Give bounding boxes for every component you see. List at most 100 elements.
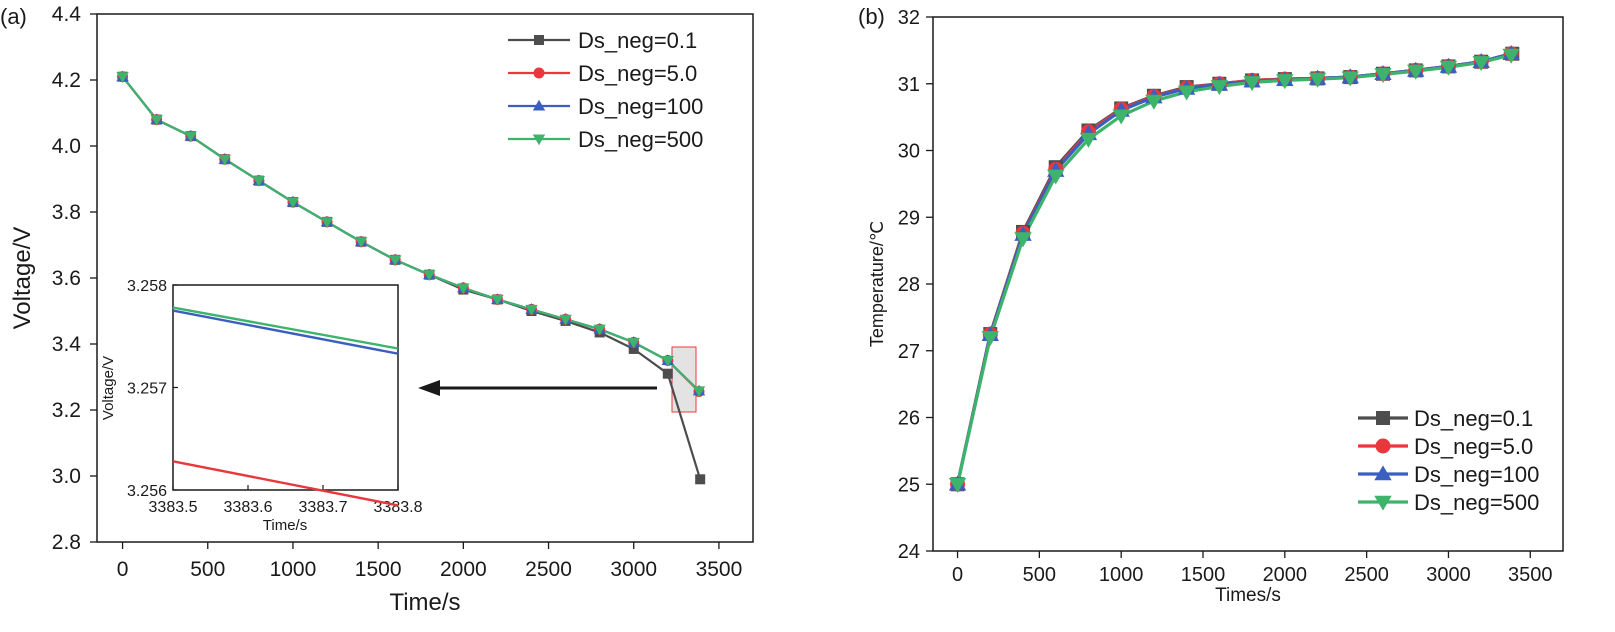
y-tick-label: 28 <box>898 274 920 296</box>
y-tick-label: 32 <box>898 7 920 29</box>
data-point-ds-neg-500 <box>593 324 606 336</box>
inset-series <box>172 306 399 507</box>
legend-label-ds-neg-500: Ds_neg=500 <box>578 127 703 152</box>
zoom-arrow-head <box>418 380 440 396</box>
inset-x-tick-label: 3383.5 <box>149 499 198 516</box>
data-point-ds-neg-500 <box>1047 169 1065 185</box>
data-point-ds-neg-500 <box>1210 80 1229 96</box>
panel-a-x-axis-label: Time/s <box>389 589 460 616</box>
y-tick-label: 24 <box>898 541 920 563</box>
legend-marker <box>532 134 546 146</box>
data-point-ds-neg-500 <box>1341 71 1359 87</box>
data-point-ds-neg-500 <box>627 337 640 349</box>
data-point-ds-neg-500 <box>388 255 402 267</box>
data-point-ds-neg-500 <box>457 283 470 295</box>
inset-y-tick-label: 3.256 <box>127 483 167 500</box>
legend-marker <box>1375 438 1391 454</box>
inset-series-line-ds-neg-500 <box>172 306 399 350</box>
panel-a-voltage-chart: (a) 0 500 1000 1500 2000 2500 3000 3500 2.8 3.0 3.… <box>0 3 754 616</box>
y-tick-label: 25 <box>898 474 920 496</box>
x-tick-label: 1000 <box>270 558 317 581</box>
x-tick-label: 1000 <box>1099 564 1144 586</box>
x-tick-label: 2500 <box>525 558 572 581</box>
data-point-ds-neg-500 <box>661 356 675 367</box>
x-tick-label: 3000 <box>610 558 657 581</box>
panel-b-series <box>948 45 1520 493</box>
panel-b-legend: Ds_neg=0.1 Ds_neg=5.0 Ds_neg=100 Ds_neg=500 <box>1358 406 1539 515</box>
data-point-ds-neg-500 <box>320 217 334 229</box>
data-point-ds-neg-500 <box>252 176 266 187</box>
x-tick-label: 1500 <box>355 558 402 581</box>
data-point-ds-neg-500 <box>559 314 572 326</box>
panel-a-series <box>116 70 706 485</box>
inset-y-axis-label: Voltage/V <box>100 356 117 420</box>
x-tick-label: 0 <box>952 564 963 586</box>
data-point-ds-neg-500 <box>1243 76 1261 92</box>
data-point-ds-neg-500 <box>1079 132 1098 148</box>
data-point-ds-neg-500 <box>184 131 197 143</box>
data-point-ds-neg-500 <box>981 331 999 347</box>
legend-marker <box>533 67 545 79</box>
data-point-ds-neg-500 <box>1112 109 1130 125</box>
legend-label-ds-neg-0-1: Ds_neg=0.1 <box>578 28 697 53</box>
data-point-ds-neg-500 <box>491 294 504 306</box>
data-point-ds-neg-500 <box>150 115 163 126</box>
x-tick-label: 3500 <box>696 558 743 581</box>
inset-series-line-ds-neg-5-0 <box>172 460 399 507</box>
legend-label-ds-neg-5-0: Ds_neg=5.0 <box>578 61 697 86</box>
legend-label-ds-neg-500: Ds_neg=500 <box>1414 490 1539 515</box>
data-point-ds-neg-500 <box>1407 64 1425 80</box>
legend-label-ds-neg-5-0: Ds_neg=5.0 <box>1414 434 1533 459</box>
y-tick-label: 2.8 <box>52 531 81 554</box>
data-point-ds-neg-500 <box>1502 48 1520 64</box>
data-point-ds-neg-500 <box>354 237 368 248</box>
x-tick-label: 3500 <box>1508 564 1553 586</box>
x-tick-label: 1500 <box>1181 564 1226 586</box>
data-point-ds-neg-500 <box>286 197 300 209</box>
legend-label-ds-neg-0-1: Ds_neg=0.1 <box>1414 406 1533 431</box>
data-point-ds-neg-500 <box>692 386 706 398</box>
data-point-ds-neg-500 <box>948 477 967 493</box>
data-point-ds-neg-500 <box>1439 60 1458 76</box>
y-tick-label: 4.4 <box>52 3 82 26</box>
inset-x-axis-label: Time/s <box>263 517 307 534</box>
inset-x-tick-label: 3383.6 <box>224 499 273 516</box>
panel-b-ticks: 0 500 1000 1500 2000 2500 3000 3500 24 25 26 27 28 29… <box>898 7 1553 586</box>
legend-marker <box>534 35 544 45</box>
panel-a-y-axis-label: Voltage/V <box>9 227 36 330</box>
y-tick-label: 27 <box>898 341 920 363</box>
x-tick-label: 3000 <box>1426 564 1471 586</box>
x-tick-label: 2000 <box>440 558 487 581</box>
legend-label-ds-neg-100: Ds_neg=100 <box>578 94 703 119</box>
data-point-ds-neg-0-1 <box>662 368 673 379</box>
panel-a-inset: 3383.5 3383.6 3383.7 3383.83.2563.2573.258 … <box>100 278 423 534</box>
y-tick-label: 3.0 <box>52 465 81 488</box>
data-point-ds-neg-500 <box>1276 74 1294 90</box>
inset-y-tick-label: 3.258 <box>127 278 167 295</box>
inset-frame <box>172 284 399 491</box>
x-tick-label: 500 <box>1023 564 1056 586</box>
data-point-ds-neg-0-1 <box>695 474 706 485</box>
data-point-ds-neg-500 <box>218 154 231 166</box>
data-point-ds-neg-500 <box>116 72 129 83</box>
data-point-ds-neg-500 <box>1177 85 1196 101</box>
y-tick-label: 3.8 <box>52 201 81 224</box>
panel-a-label: (a) <box>0 4 27 29</box>
y-tick-label: 31 <box>898 74 920 96</box>
data-point-ds-neg-500 <box>1374 68 1392 84</box>
inset-x-tick-label: 3383.7 <box>299 499 348 516</box>
y-tick-label: 29 <box>898 207 920 229</box>
inset-y-tick-label: 3.257 <box>127 381 167 398</box>
y-tick-label: 26 <box>898 408 920 430</box>
y-tick-label: 3.6 <box>52 267 81 290</box>
data-point-ds-neg-500 <box>423 270 436 281</box>
inset-series-line-ds-neg-100 <box>172 309 399 355</box>
y-tick-label: 4.0 <box>52 135 81 158</box>
panel-b-x-axis-label: Times/s <box>1215 585 1281 606</box>
panel-a-ticks: 0 500 1000 1500 2000 2500 3000 3500 2.8 3.0 3.2 3.4… <box>52 3 742 581</box>
y-tick-label: 4.2 <box>52 69 81 92</box>
legend-marker <box>1374 465 1392 481</box>
zoom-arrow <box>418 380 657 396</box>
